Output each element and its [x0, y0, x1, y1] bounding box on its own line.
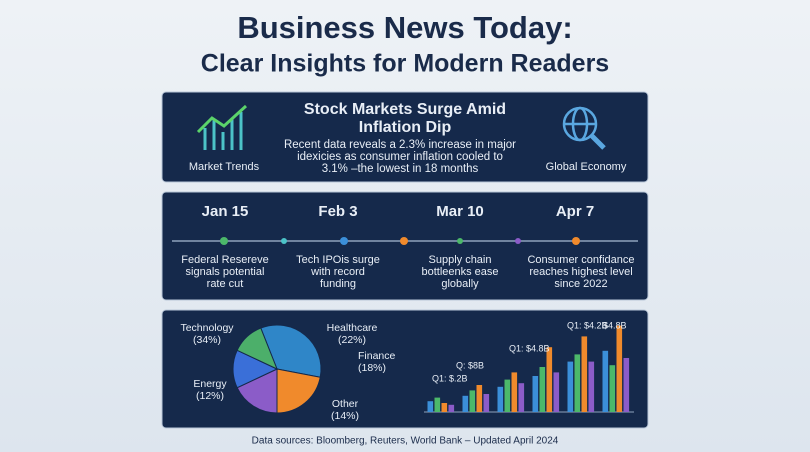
- bar: [476, 385, 483, 412]
- event-text: Supply chain: [429, 254, 492, 266]
- icon-label: Market Trends: [189, 161, 260, 173]
- bar: [504, 379, 511, 412]
- slice-label: Energy: [193, 378, 227, 390]
- event-text: Tech IPOis surge: [296, 254, 380, 266]
- body-text: Recent data reveals a 2.3% increase in m…: [284, 139, 516, 151]
- subtitle: Clear Insights for Modern Readers: [201, 50, 609, 78]
- bar: [567, 361, 574, 412]
- slice-label: Healthcare: [327, 322, 378, 334]
- headline: Stock Markets Surge Amid: [304, 101, 506, 118]
- globe-icon: [562, 106, 606, 150]
- pie-slice: [276, 368, 321, 414]
- event-date: Apr 7: [556, 203, 594, 220]
- bar: [497, 386, 504, 412]
- bar: [581, 336, 588, 412]
- bar: [448, 404, 455, 412]
- annotation: Q1: $4.2B: [567, 320, 608, 330]
- bar: [623, 358, 630, 412]
- slice-value: (22%): [338, 334, 366, 346]
- body-text: 3.1% –the lowest in 18 months: [322, 163, 479, 175]
- bar: [574, 354, 581, 412]
- bar: [602, 350, 609, 412]
- bar: [483, 394, 490, 412]
- bar: [616, 325, 623, 412]
- bar: [441, 403, 448, 412]
- event-text: bottleenks ease: [421, 266, 498, 278]
- event-text: Federal Resereve: [181, 254, 268, 266]
- event-text: Consumer confidance: [527, 254, 634, 266]
- annotation: Q: $8B: [456, 360, 484, 370]
- card: [161, 191, 649, 301]
- slice-value: (18%): [358, 362, 386, 374]
- title: Business News Today:: [237, 10, 572, 45]
- pie-slice: [236, 368, 278, 414]
- bar: [609, 365, 616, 412]
- event-date: Jan 15: [202, 203, 249, 220]
- event-text: rate cut: [207, 278, 244, 290]
- annotation: Q1: $.2B: [432, 373, 468, 383]
- slice-value: (12%): [196, 390, 224, 402]
- bar: [511, 372, 518, 412]
- bar: [434, 397, 441, 412]
- card: [161, 91, 649, 183]
- pie-slice: [260, 324, 322, 378]
- bar: [539, 367, 546, 412]
- pie-slice: [236, 327, 278, 370]
- trend-icon: [196, 104, 248, 150]
- bar: [532, 376, 539, 412]
- slice-value: (34%): [193, 334, 221, 346]
- bar: [427, 401, 434, 412]
- bar: [553, 372, 560, 412]
- slice-label: Other: [332, 398, 359, 410]
- headline: Inflation Dip: [359, 119, 452, 136]
- timeline-dots: [220, 237, 580, 245]
- event-date: Feb 3: [318, 203, 357, 220]
- event-date: Mar 10: [436, 203, 484, 220]
- icon-label: Global Economy: [546, 161, 627, 173]
- event-text: since 2022: [554, 278, 607, 290]
- bar: [546, 347, 553, 412]
- bar: [469, 390, 476, 412]
- annotation: $4.8B: [603, 320, 627, 330]
- annotation: Q1: $4.8B: [509, 343, 550, 353]
- bar: [518, 383, 525, 412]
- body-text: idexicies as consumer inflation cooled t…: [297, 151, 503, 163]
- event-text: with record: [310, 266, 365, 278]
- event-text: signals potential: [186, 266, 265, 278]
- footer: Data sources: Bloomberg, Reuters, World …: [252, 436, 559, 447]
- event-text: funding: [320, 278, 356, 290]
- slice-label: Technology: [180, 322, 234, 334]
- event-text: reaches highest level: [529, 266, 632, 278]
- bar: [462, 395, 469, 412]
- slice-value: (14%): [331, 410, 359, 422]
- event-text: globally: [441, 278, 479, 290]
- bar: [588, 361, 595, 412]
- slice-label: Finance: [358, 350, 396, 362]
